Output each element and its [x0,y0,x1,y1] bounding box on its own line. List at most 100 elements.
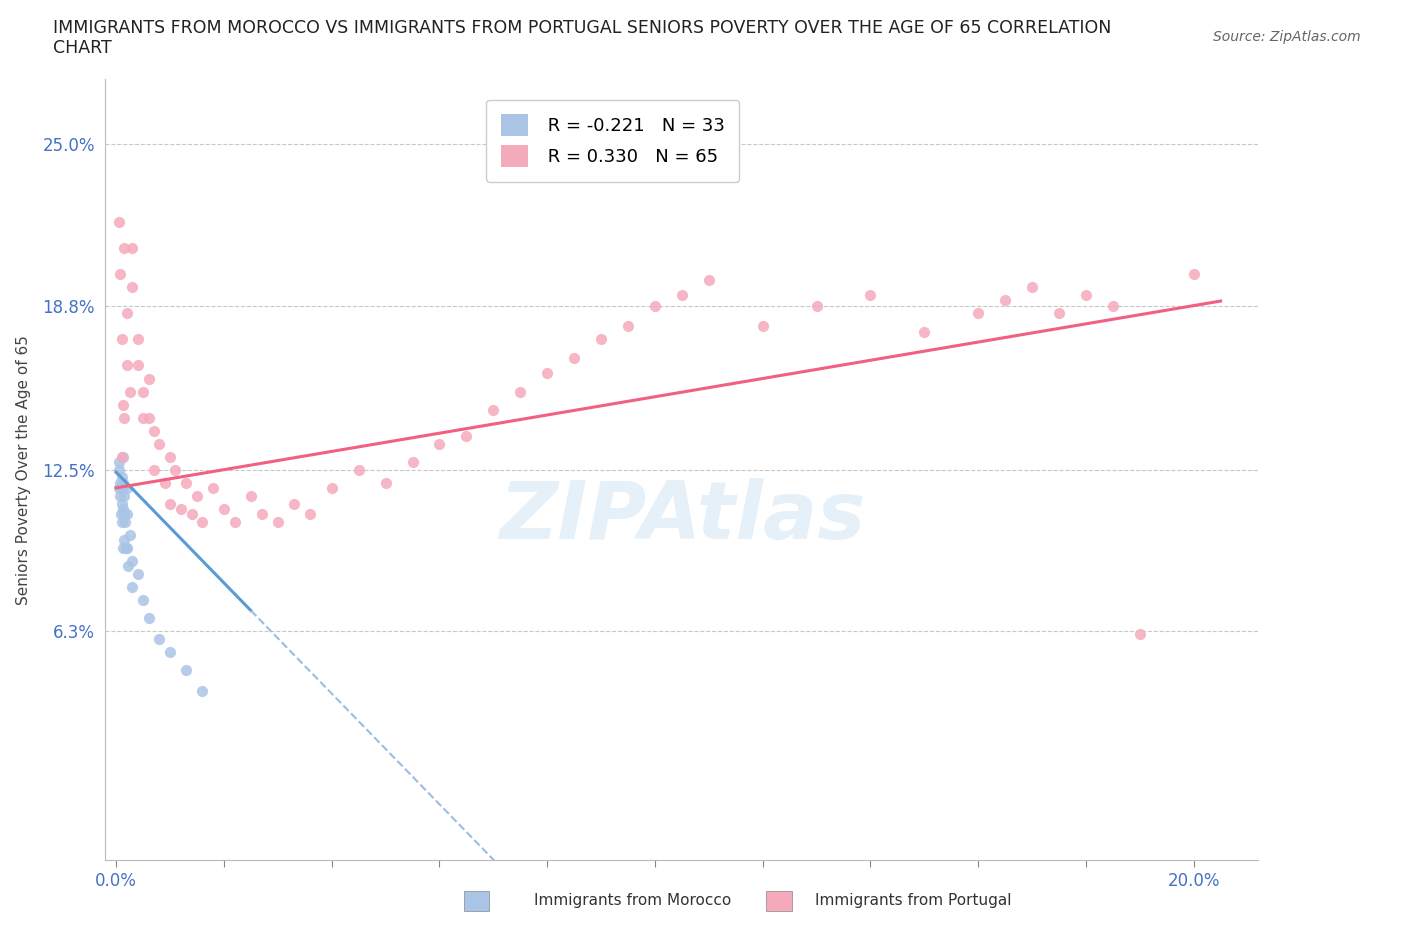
Point [112,501,135,516]
Point [536,365,558,380]
Point [110,481,132,496]
Point [671,287,693,302]
Point [180,507,202,522]
Point [1102,299,1125,313]
Point [108,455,131,470]
Point [108,267,131,282]
Point [117,559,139,574]
Text: ZIPAtlas: ZIPAtlas [499,477,865,555]
Point [159,644,181,659]
Point [110,470,132,485]
Point [1047,306,1070,321]
Point [509,384,531,399]
Point [174,475,197,490]
Point [112,410,135,425]
Point [110,496,132,511]
Point [148,631,170,646]
Point [127,566,149,581]
Point [114,514,136,529]
Point [859,287,882,302]
Text: CHART: CHART [53,39,112,57]
Point [202,481,225,496]
Point [115,507,138,522]
Text: IMMIGRANTS FROM MOROCCO VS IMMIGRANTS FROM PORTUGAL SENIORS POVERTY OVER THE AGE: IMMIGRANTS FROM MOROCCO VS IMMIGRANTS FR… [53,19,1112,36]
Point [110,449,132,464]
Point [108,462,131,477]
Point [112,540,135,555]
Point [112,507,135,522]
Point [132,410,155,425]
Point [121,241,143,256]
Point [127,332,149,347]
Point [697,272,720,287]
Text: Immigrants from Morocco: Immigrants from Morocco [534,893,731,908]
Point [174,663,197,678]
Point [127,358,149,373]
Point [191,514,214,529]
Point [118,384,141,399]
Point [751,319,773,334]
Point [115,306,138,321]
Y-axis label: Seniors Poverty Over the Age of 65: Seniors Poverty Over the Age of 65 [17,335,31,604]
Point [132,592,155,607]
Point [118,527,141,542]
Point [121,579,143,594]
Point [1074,287,1097,302]
Point [148,436,170,451]
Point [110,507,132,522]
Point [115,540,138,555]
Text: Immigrants from Portugal: Immigrants from Portugal [815,893,1012,908]
Point [250,507,273,522]
Text: Source: ZipAtlas.com: Source: ZipAtlas.com [1213,30,1361,44]
Point [267,514,290,529]
Point [159,449,181,464]
Point [115,481,138,496]
Point [482,403,505,418]
Point [111,397,134,412]
Point [142,423,165,438]
Point [1182,267,1205,282]
Point [115,358,138,373]
Point [142,462,165,477]
Point [224,514,246,529]
Point [912,325,935,339]
Legend:  R = -0.221   N = 33,  R = 0.330   N = 65: R = -0.221 N = 33, R = 0.330 N = 65 [486,100,740,181]
Point [212,501,235,516]
Point [429,436,451,451]
Point [186,488,208,503]
Point [112,488,135,503]
Point [112,533,135,548]
Point [138,371,160,386]
Point [108,475,131,490]
Point [111,475,134,490]
Point [374,475,396,490]
Point [110,514,132,529]
Point [111,449,134,464]
Point [138,611,160,626]
Point [347,462,370,477]
Point [1129,626,1152,641]
Point [121,280,143,295]
Point [299,507,322,522]
Point [239,488,262,503]
Point [115,540,138,555]
Point [108,481,131,496]
Point [283,496,305,511]
Point [165,462,187,477]
Point [159,496,181,511]
Point [132,384,155,399]
Point [153,475,176,490]
Point [806,299,828,313]
Point [321,481,343,496]
Point [138,410,160,425]
Point [108,215,131,230]
Point [644,299,666,313]
Point [456,429,478,444]
Point [108,488,131,503]
Point [967,306,990,321]
Point [562,351,585,365]
Point [617,319,640,334]
Point [1021,280,1043,295]
Point [110,332,132,347]
Point [121,553,143,568]
